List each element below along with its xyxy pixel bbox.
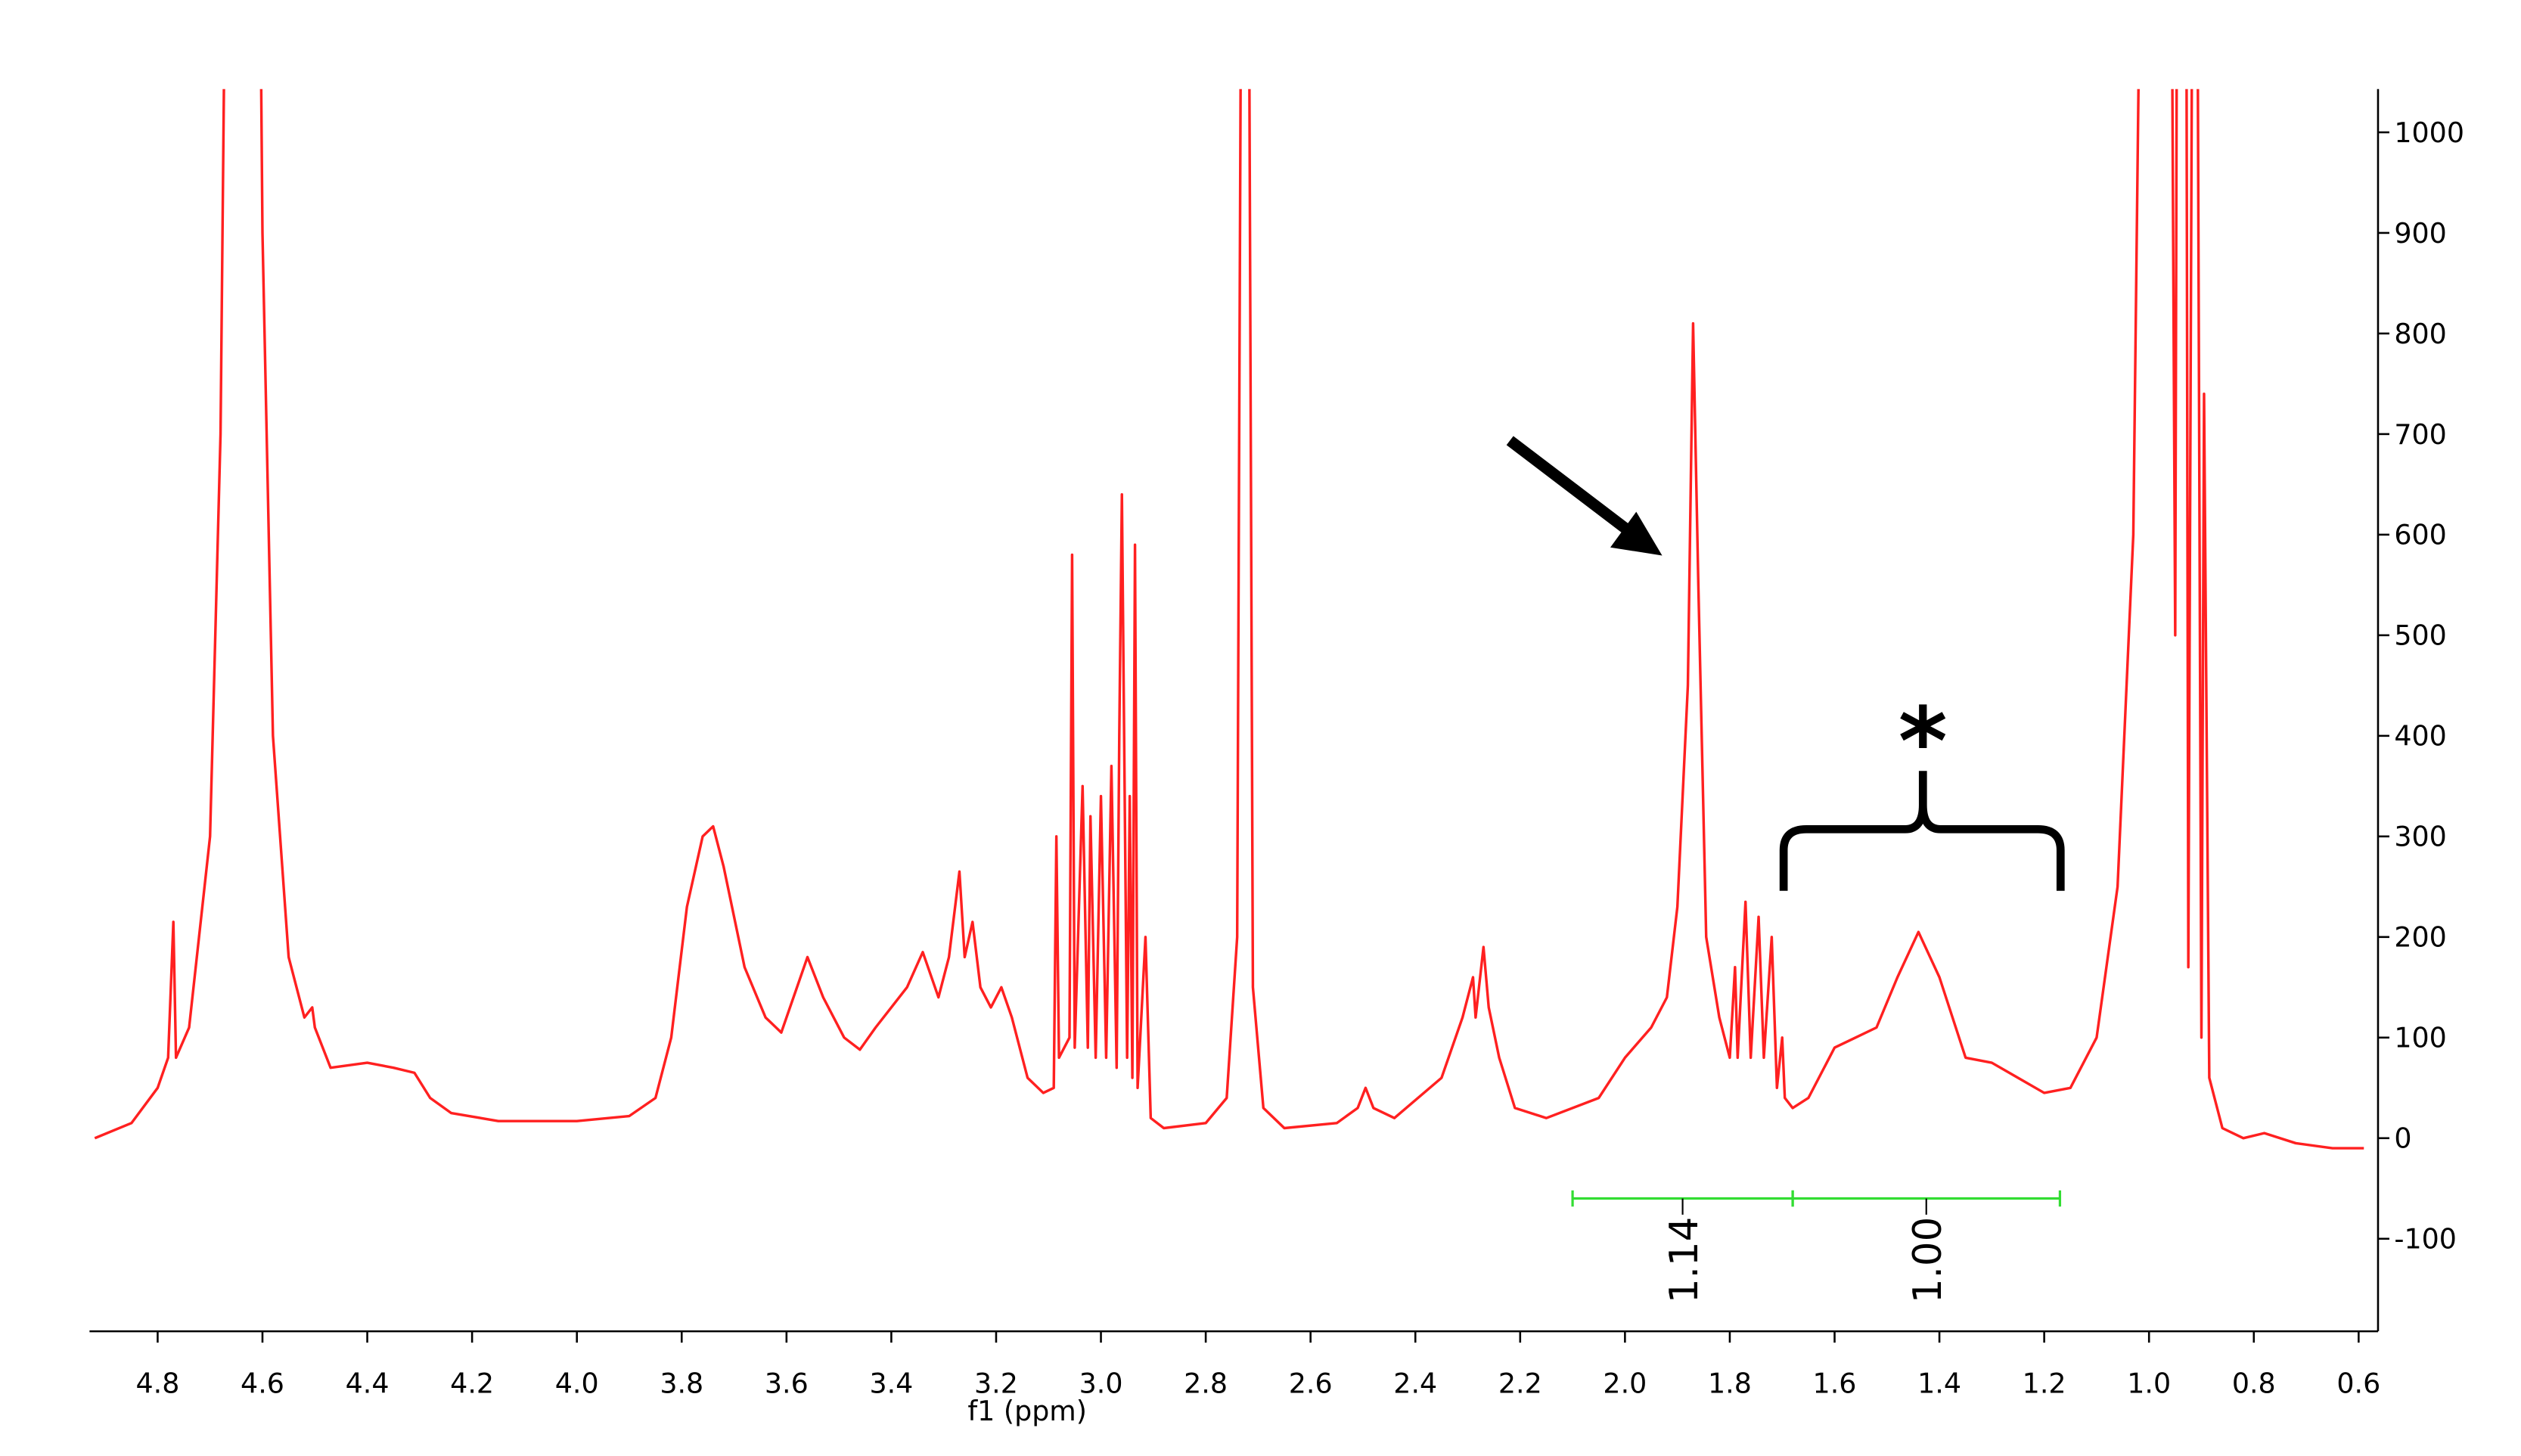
integral-label: 1.14 <box>1662 1217 1707 1303</box>
x-tick-label: 0.6 <box>2336 1367 2380 1399</box>
x-tick-label: 3.6 <box>765 1367 809 1399</box>
x-tick-label: 2.8 <box>1184 1367 1228 1399</box>
x-tick-label: 3.2 <box>974 1367 1018 1399</box>
x-tick-label: 0.8 <box>2232 1367 2276 1399</box>
brace <box>1779 771 2065 891</box>
y-tick-label: 900 <box>2394 217 2446 250</box>
x-tick-label: 1.6 <box>1813 1367 1857 1399</box>
y-tick-label: 200 <box>2394 921 2446 954</box>
x-tick-label: 2.4 <box>1393 1367 1437 1399</box>
x-tick-label: 4.2 <box>450 1367 494 1399</box>
plot-area <box>94 88 2364 1150</box>
spectrum-line <box>94 88 2364 1150</box>
x-tick-label: 4.6 <box>241 1367 284 1399</box>
y-tick-label: 500 <box>2394 619 2446 652</box>
y-tick-label: 400 <box>2394 720 2446 753</box>
x-tick-label: 4.4 <box>346 1367 390 1399</box>
x-tick-label: 1.0 <box>2127 1367 2171 1399</box>
x-tick-label: 3.4 <box>869 1367 913 1399</box>
x-tick-label: 1.8 <box>1708 1367 1752 1399</box>
x-tick-label: 1.2 <box>2023 1367 2066 1399</box>
x-tick-label: 3.8 <box>660 1367 703 1399</box>
y-tick-label: 300 <box>2394 821 2446 853</box>
y-tick-label: 600 <box>2394 519 2446 551</box>
x-tick-label: 2.0 <box>1603 1367 1647 1399</box>
integral-label: 1.00 <box>1905 1217 1951 1303</box>
y-tick-label: 0 <box>2394 1122 2411 1155</box>
x-tick-label: 2.6 <box>1289 1367 1333 1399</box>
y-tick-label: 800 <box>2394 318 2446 350</box>
x-tick-label: 4.8 <box>135 1367 179 1399</box>
x-axis-label: f1 (ppm) <box>967 1395 1087 1427</box>
x-tick-label: 3.0 <box>1079 1367 1123 1399</box>
x-tick-label: 4.0 <box>555 1367 599 1399</box>
y-tick-label: 1000 <box>2394 116 2464 149</box>
y-tick-label: 100 <box>2394 1022 2446 1054</box>
y-tick-label: -100 <box>2394 1223 2457 1256</box>
y-tick-label: 700 <box>2394 418 2446 451</box>
annotation: * <box>1899 688 1948 797</box>
x-tick-label: 1.4 <box>1917 1367 1961 1399</box>
arrow <box>1506 436 1663 556</box>
x-tick-label: 2.2 <box>1498 1367 1542 1399</box>
